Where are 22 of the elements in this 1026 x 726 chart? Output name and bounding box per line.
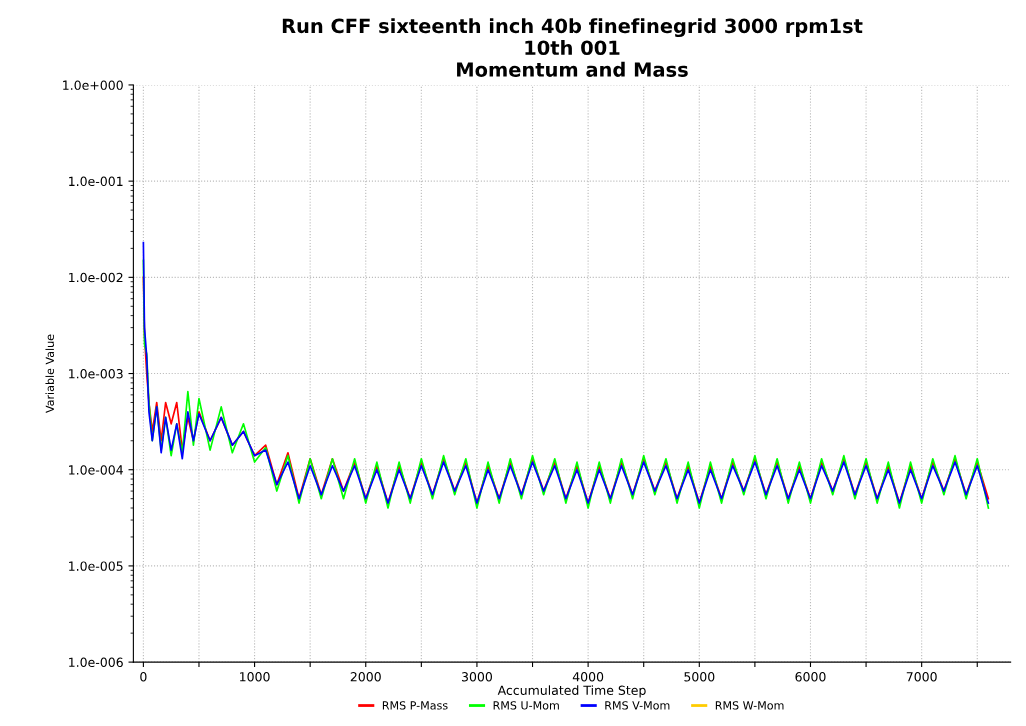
chart-title: Run CFF sixteenth inch 40b finefinegrid 3000 rpm1st 10th 001 Momentum and Mass <box>282 18 863 77</box>
legend-label: RMS V-Mom <box>605 701 670 710</box>
legend-label: RMS P-Mass <box>382 701 448 710</box>
y-tick-label: 1.0e-006 <box>69 657 123 668</box>
x-tick-label: 5000 <box>684 672 715 682</box>
y-axis-title: Variable Value <box>45 334 55 413</box>
y-tick-label: 1.0e-001 <box>69 176 123 187</box>
legend-label: RMS U-Mom <box>493 701 559 710</box>
x-axis-title: Accumulated Time Step <box>497 685 646 698</box>
y-tick-label: 1.0e-005 <box>69 561 123 571</box>
x-tick-label: 6000 <box>795 672 826 682</box>
x-tick-label: 0 <box>140 672 147 682</box>
y-tick-label: 1.0e-003 <box>69 369 123 379</box>
x-tick-label: 2000 <box>350 672 381 682</box>
legend-label: RMS W-Mom <box>715 701 784 710</box>
x-tick-label: 7000 <box>906 672 937 682</box>
x-tick-label: 3000 <box>461 672 493 682</box>
y-tick-label: 1.0e+000 <box>63 80 123 90</box>
y-tick-label: 1.0e-002 <box>69 272 123 283</box>
x-tick-label: 1000 <box>240 672 270 682</box>
x-tick-label: 4000 <box>572 672 604 682</box>
y-tick-label: 1.0e-004 <box>69 465 123 475</box>
